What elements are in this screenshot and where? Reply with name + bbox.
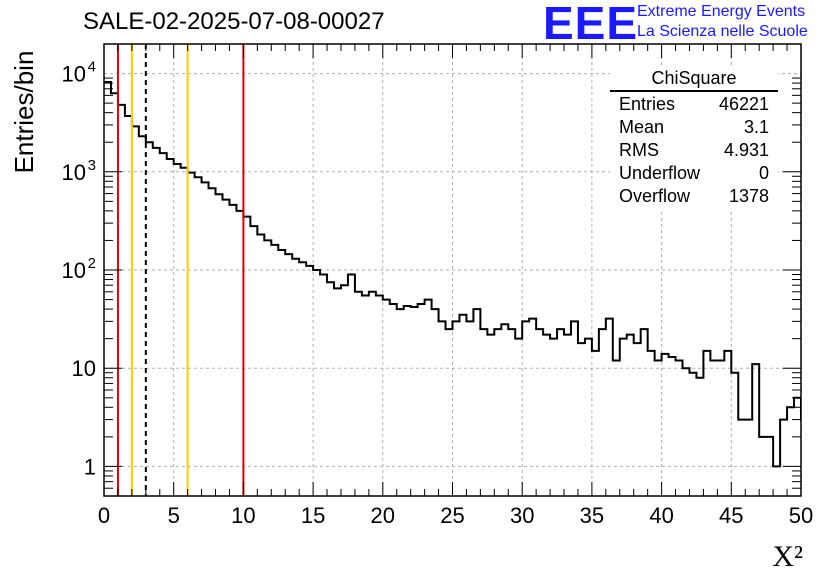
stats-row-mean: Mean 3.1 bbox=[610, 117, 778, 140]
x-tick-label: 50 bbox=[789, 503, 813, 528]
y-tick-label: 10 bbox=[62, 62, 86, 87]
stats-title: ChiSquare bbox=[610, 68, 778, 92]
chart-title: SALE-02-2025-07-08-00027 bbox=[83, 8, 385, 35]
x-tick-label: 45 bbox=[719, 503, 743, 528]
y-tick-label: 10 bbox=[72, 356, 96, 381]
stats-row-rms: RMS 4.931 bbox=[610, 140, 778, 163]
y-tick-label: 10 bbox=[62, 258, 86, 283]
stats-value: 3.1 bbox=[743, 117, 769, 137]
x-tick-label: 0 bbox=[98, 503, 110, 528]
stats-row-underflow: Underflow 0 bbox=[610, 163, 778, 186]
y-tick-label: 1 bbox=[84, 454, 96, 479]
stats-value: 0 bbox=[758, 163, 769, 183]
x-tick-label: 10 bbox=[231, 503, 255, 528]
x-tick-label: 25 bbox=[440, 503, 464, 528]
stats-label: Overflow bbox=[619, 186, 691, 206]
stats-value: 46221 bbox=[718, 94, 769, 114]
stats-value: 4.931 bbox=[723, 140, 769, 160]
eee-logo: EEE bbox=[543, 0, 639, 49]
logo-line-1: Extreme Energy Events bbox=[637, 3, 806, 20]
x-tick-label: 35 bbox=[580, 503, 604, 528]
x-tick-label: 20 bbox=[371, 503, 395, 528]
stats-box: ChiSquare Entries 46221 Mean 3.1 RMS 4.9… bbox=[610, 68, 778, 209]
x-tick-label: 40 bbox=[649, 503, 673, 528]
y-tick-label: 10 bbox=[62, 160, 86, 185]
x-tick-label: 15 bbox=[301, 503, 325, 528]
stats-row-entries: Entries 46221 bbox=[610, 94, 778, 117]
stats-row-overflow: Overflow 1378 bbox=[610, 186, 778, 209]
logo-line-2: La Scienza nelle Scuole bbox=[637, 23, 808, 40]
stats-label: Underflow bbox=[619, 163, 701, 183]
stats-label: Mean bbox=[619, 117, 665, 137]
stats-label: RMS bbox=[619, 140, 659, 160]
y-axis-title: Entries/bin bbox=[9, 51, 39, 174]
x-tick-label: 5 bbox=[168, 503, 180, 528]
y-tick-exponent: 2 bbox=[88, 255, 96, 272]
histogram-series bbox=[104, 81, 801, 468]
y-tick-exponent: 4 bbox=[88, 59, 96, 76]
x-tick-label: 30 bbox=[510, 503, 534, 528]
stats-value: 1378 bbox=[728, 186, 769, 206]
stats-label: Entries bbox=[619, 94, 676, 114]
x-axis-title: X² bbox=[772, 540, 803, 572]
y-tick-exponent: 3 bbox=[88, 157, 96, 174]
